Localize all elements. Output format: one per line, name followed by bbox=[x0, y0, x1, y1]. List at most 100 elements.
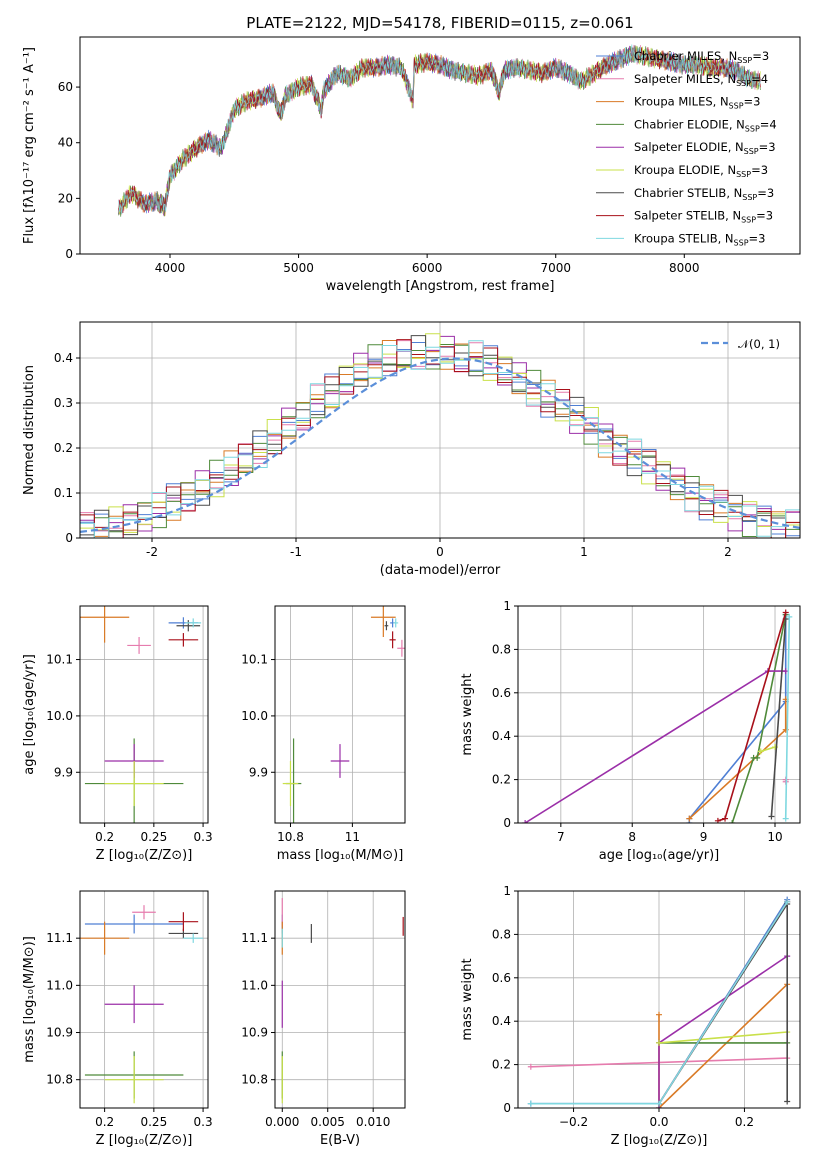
tick-label-x: 9 bbox=[700, 830, 708, 844]
tick-label-y: 9.9 bbox=[54, 765, 73, 779]
tick-label-x: 6000 bbox=[412, 261, 443, 275]
legend-subscript: SSP bbox=[742, 193, 757, 202]
legend-subscript: SSP bbox=[729, 102, 744, 111]
tick-label-y: 0.4 bbox=[54, 351, 73, 365]
weight-marker bbox=[784, 898, 791, 905]
tick-label-y: 11.1 bbox=[46, 931, 73, 945]
panel-spectrum: 4000 5000 6000 7000 8000 0 20 40 60 wavelength [A… bbox=[22, 36, 801, 294]
legend-nssp: =3 bbox=[757, 186, 774, 200]
tick-label-y: 0 bbox=[65, 247, 73, 261]
legend-subscript: SSP bbox=[736, 170, 751, 179]
weight-marker bbox=[722, 815, 729, 822]
tick-label-x: −0.2 bbox=[559, 1115, 588, 1129]
axes-frame bbox=[79, 36, 801, 255]
errorbar-point bbox=[80, 606, 130, 643]
tick-label-x: 0.2 bbox=[735, 1115, 754, 1129]
y-axis-label: Flux [fλ10⁻¹⁷ erg cm⁻² s⁻¹ A⁻¹] bbox=[22, 47, 37, 244]
weight-marker bbox=[768, 813, 775, 820]
gaussian-reference bbox=[80, 357, 800, 533]
tick-label-y: 0 bbox=[65, 531, 73, 545]
weight-marker bbox=[686, 815, 693, 822]
axes-frame bbox=[274, 605, 406, 824]
tick-label-x: 2 bbox=[724, 545, 732, 559]
legend-subscript: SSP bbox=[745, 124, 760, 133]
tick-label-y: 0.2 bbox=[54, 441, 73, 455]
legend-label: Salpeter ELODIE, NSSP=3 bbox=[634, 140, 776, 156]
legend-label: Chabrier MILES, NSSP=3 bbox=[634, 49, 769, 65]
legend-label: Salpeter MILES, NSSP=4 bbox=[634, 72, 768, 88]
panel-massweight-vs-age: 7 8 9 10 0 0.2 0.4 0.6 0.8 1 age [log₁₀(age/yr)] ma… bbox=[460, 599, 801, 863]
weight-line bbox=[658, 1031, 788, 1044]
y-axis-label: age [log₁₀(age/yr)] bbox=[22, 654, 37, 775]
weight-marker bbox=[729, 820, 736, 823]
legend-subscript: SSP bbox=[734, 238, 749, 247]
weight-marker bbox=[782, 815, 789, 822]
weight-line bbox=[784, 616, 791, 819]
tick-label-y: 10.1 bbox=[46, 653, 73, 667]
tick-label-x: -2 bbox=[146, 545, 158, 559]
tick-label-y: 0 bbox=[503, 1101, 511, 1115]
legend-nssp: =4 bbox=[760, 117, 777, 131]
tick-label-y: 1 bbox=[503, 599, 511, 613]
legend-series-name: Chabrier MILES, N bbox=[634, 49, 737, 63]
errorbar-point bbox=[370, 606, 396, 637]
axes-frame bbox=[79, 605, 209, 824]
errorbar-point bbox=[384, 621, 389, 631]
histogram-8 bbox=[80, 340, 800, 538]
weight-marker bbox=[656, 1039, 662, 1046]
x-axis-label: (data-model)/error bbox=[380, 563, 501, 578]
legend-label: Kroupa STELIB, NSSP=3 bbox=[634, 231, 765, 247]
legend-series-name: Salpeter STELIB, N bbox=[634, 209, 741, 223]
tick-label-y: 0.2 bbox=[492, 1058, 511, 1072]
tick-label-y: 60 bbox=[58, 80, 73, 94]
legend-nssp: =4 bbox=[751, 72, 768, 86]
tick-label-x: 0.000 bbox=[265, 1115, 299, 1129]
errorbar-point bbox=[183, 933, 204, 943]
tick-label-y: 0.4 bbox=[492, 1014, 511, 1028]
tick-label-x: 11 bbox=[345, 830, 360, 844]
panel-mass-vs-Z: 0.2 0.25 0.3 10.8 10.9 11.0 11.1 Z [log₁₀(Z/Z⊙)… bbox=[22, 890, 213, 1148]
legend-subscript: SSP bbox=[737, 56, 752, 65]
panel-residuals: 𝒩(0, 1) -2 -1 0 1 2 0 0.1 0.2 0.3 0.4 (data-model)/… bbox=[22, 321, 801, 578]
tick-label-x: 0.0 bbox=[649, 1115, 668, 1129]
tick-label-x: 0.2 bbox=[95, 830, 114, 844]
weight-marker bbox=[656, 1011, 662, 1018]
weight-marker bbox=[527, 1100, 534, 1107]
weight-marker bbox=[522, 820, 529, 823]
errorbar-point bbox=[168, 912, 199, 932]
weight-marker bbox=[786, 613, 793, 620]
tick-label-y: 0.2 bbox=[492, 773, 511, 787]
errorbar-point bbox=[185, 618, 202, 628]
tick-label-x: 10 bbox=[767, 830, 782, 844]
plot-area bbox=[281, 898, 404, 1104]
tick-label-x: 8 bbox=[628, 830, 636, 844]
plot-area bbox=[282, 606, 405, 823]
y-axis-label: mass weight bbox=[460, 673, 475, 755]
legend-label: Kroupa MILES, NSSP=3 bbox=[634, 95, 760, 111]
tick-label-x: 0.005 bbox=[311, 1115, 345, 1129]
tick-label-x: 7 bbox=[557, 830, 565, 844]
legend-series-name: Chabrier ELODIE, N bbox=[634, 117, 745, 131]
legend-subscript: SSP bbox=[736, 79, 751, 88]
tick-label-x: 0.2 bbox=[95, 1115, 114, 1129]
residuals-legend: 𝒩(0, 1) bbox=[701, 337, 780, 351]
plot-area bbox=[527, 896, 791, 1108]
errorbar-point bbox=[80, 921, 130, 955]
legend-label: Chabrier STELIB, NSSP=3 bbox=[634, 186, 774, 202]
errorbar-point bbox=[393, 618, 399, 628]
axes-frame bbox=[274, 890, 406, 1109]
y-axis-label: mass [log₁₀(M/M⊙)] bbox=[22, 936, 37, 1063]
tick-label-y: 11.0 bbox=[241, 978, 268, 992]
weight-line bbox=[770, 618, 787, 817]
x-axis-label: wavelength [Angstrom, rest frame] bbox=[326, 279, 555, 294]
legend-series-name: Salpeter MILES, N bbox=[634, 72, 736, 86]
tick-label-x: 10.8 bbox=[277, 830, 304, 844]
x-axis-label: Z [log₁₀(Z/Z⊙)] bbox=[611, 1133, 708, 1148]
errorbar-point bbox=[104, 761, 164, 807]
panel-age-vs-Z: 0.2 0.25 0.3 9.9 10.0 10.1 Z [log₁₀(Z/Z⊙)] age … bbox=[22, 605, 213, 863]
legend-series-name: Kroupa ELODIE, N bbox=[634, 163, 736, 177]
tick-label-y: 1 bbox=[503, 884, 511, 898]
x-axis-label: mass [log₁₀(M/M⊙)] bbox=[277, 848, 404, 863]
